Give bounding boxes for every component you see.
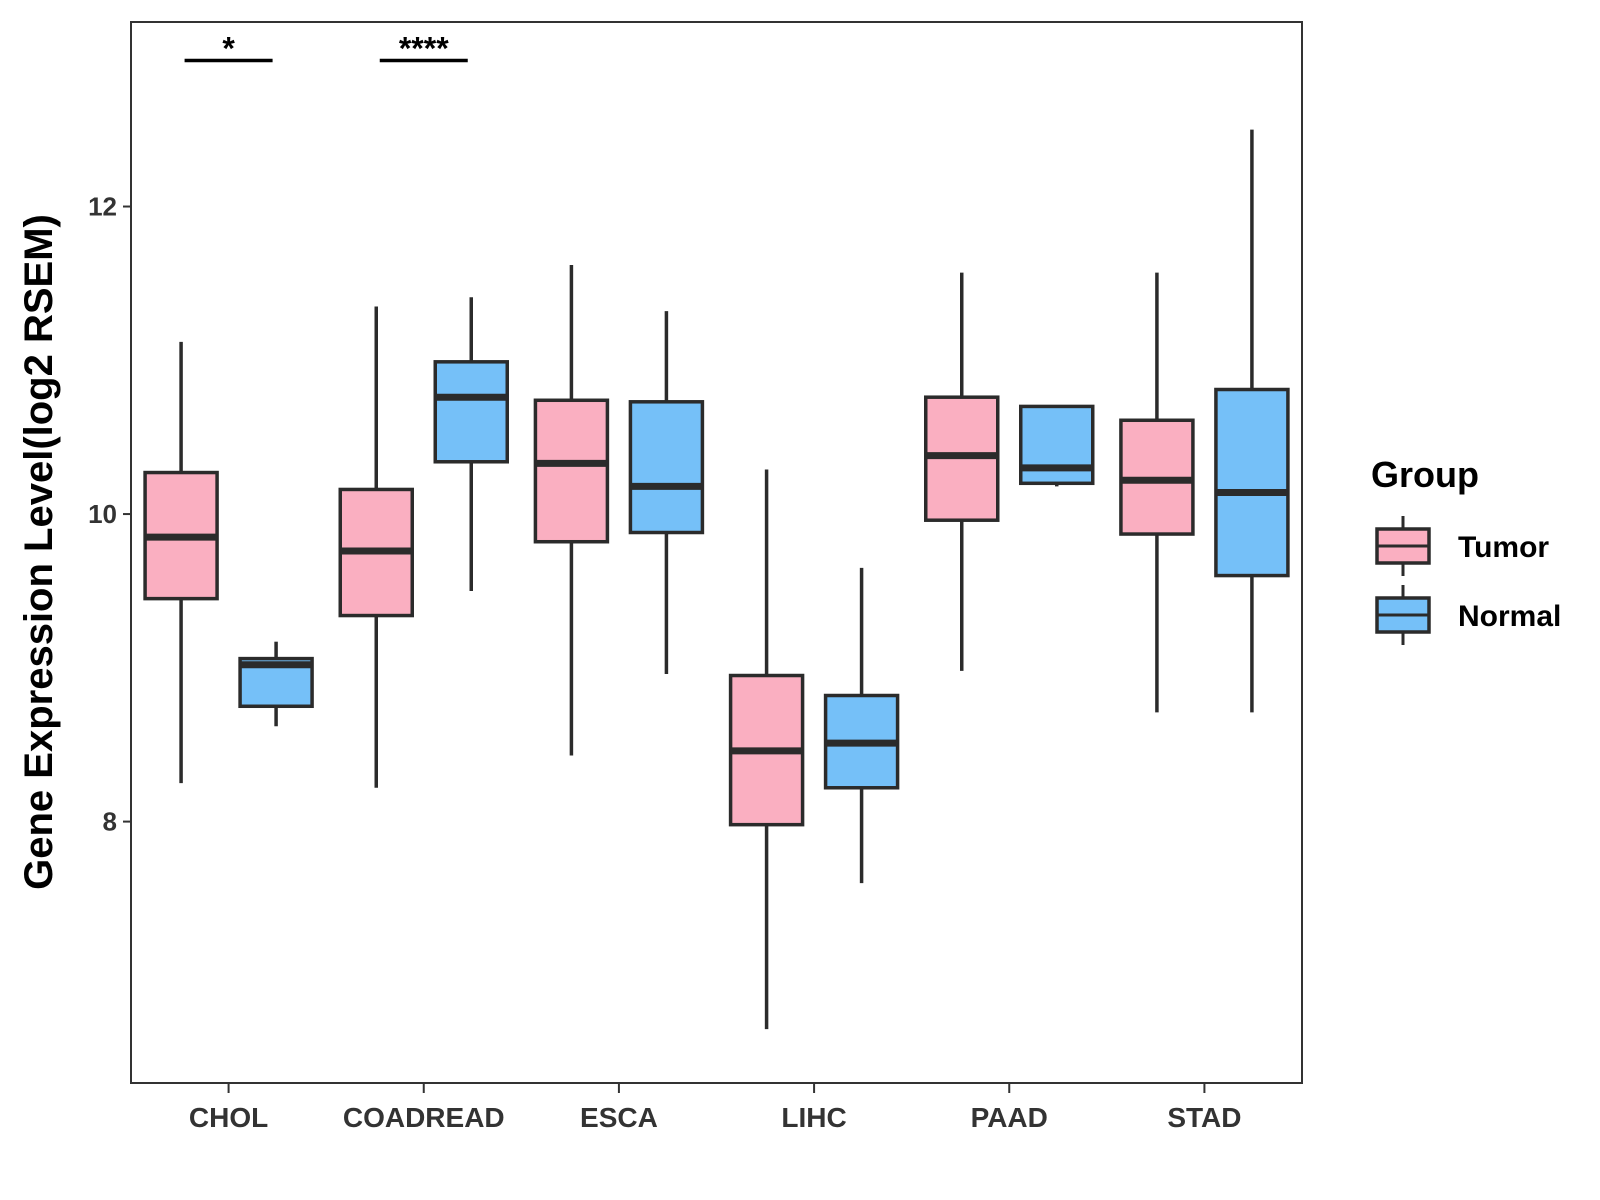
x-axis: CHOL COADREAD ESCA LIHC PAAD STAD <box>189 1083 1241 1133</box>
box-lihc-tumor <box>728 469 805 1030</box>
x-tick-label-lihc: LIHC <box>781 1102 846 1133</box>
plot-panel <box>130 21 1303 1084</box>
significance-label-chol: * <box>222 30 235 66</box>
x-tick-label-esca: ESCA <box>580 1102 658 1133</box>
iqr-box-esca-normal <box>628 400 705 535</box>
legend-label-normal: Normal <box>1458 600 1561 633</box>
box-stad-normal <box>1214 129 1290 713</box>
y-axis-title: Gene Expression Level(log2 RSEM) <box>17 214 61 890</box>
legend-label-tumor: Tumor <box>1458 531 1549 564</box>
box-lihc-normal <box>823 567 900 884</box>
iqr-box-paad-normal <box>1019 404 1095 486</box>
iqr-box-coadread-normal <box>433 360 509 464</box>
box-coadread-normal <box>433 297 509 591</box>
legend-item-tumor: Tumor <box>1375 516 1549 576</box>
legend-title: Group <box>1371 454 1479 495</box>
y-axis: 8 10 12 <box>88 192 131 837</box>
iqr-box-esca-tumor <box>533 398 610 544</box>
x-tick-label-stad: STAD <box>1167 1102 1241 1133</box>
box-chol-normal <box>238 641 314 727</box>
x-tick-label-paad: PAAD <box>971 1102 1048 1133</box>
box-stad-tumor <box>1119 272 1195 713</box>
x-tick-label-coadread: COADREAD <box>343 1102 505 1133</box>
significance-annotations: * **** <box>184 30 468 66</box>
x-tick-label-chol: CHOL <box>189 1102 268 1133</box>
iqr-box-stad-normal <box>1214 387 1290 578</box>
y-tick-label-10: 10 <box>88 499 117 529</box>
box-chol-tumor <box>143 341 219 784</box>
box-paad-tumor <box>924 272 1000 671</box>
box-esca-tumor <box>533 264 610 756</box>
y-tick-label-12: 12 <box>88 192 117 222</box>
box-coadread-tumor <box>338 306 414 788</box>
legend: Group Tumor Normal <box>1371 454 1561 645</box>
box-esca-normal <box>628 311 705 674</box>
legend-items: Tumor Normal <box>1375 516 1561 645</box>
significance-label-coadread: **** <box>399 30 449 66</box>
box-paad-normal <box>1019 404 1095 487</box>
legend-item-normal: Normal <box>1375 585 1561 645</box>
boxes-layer <box>143 129 1290 1030</box>
y-tick-label-8: 8 <box>103 807 117 837</box>
